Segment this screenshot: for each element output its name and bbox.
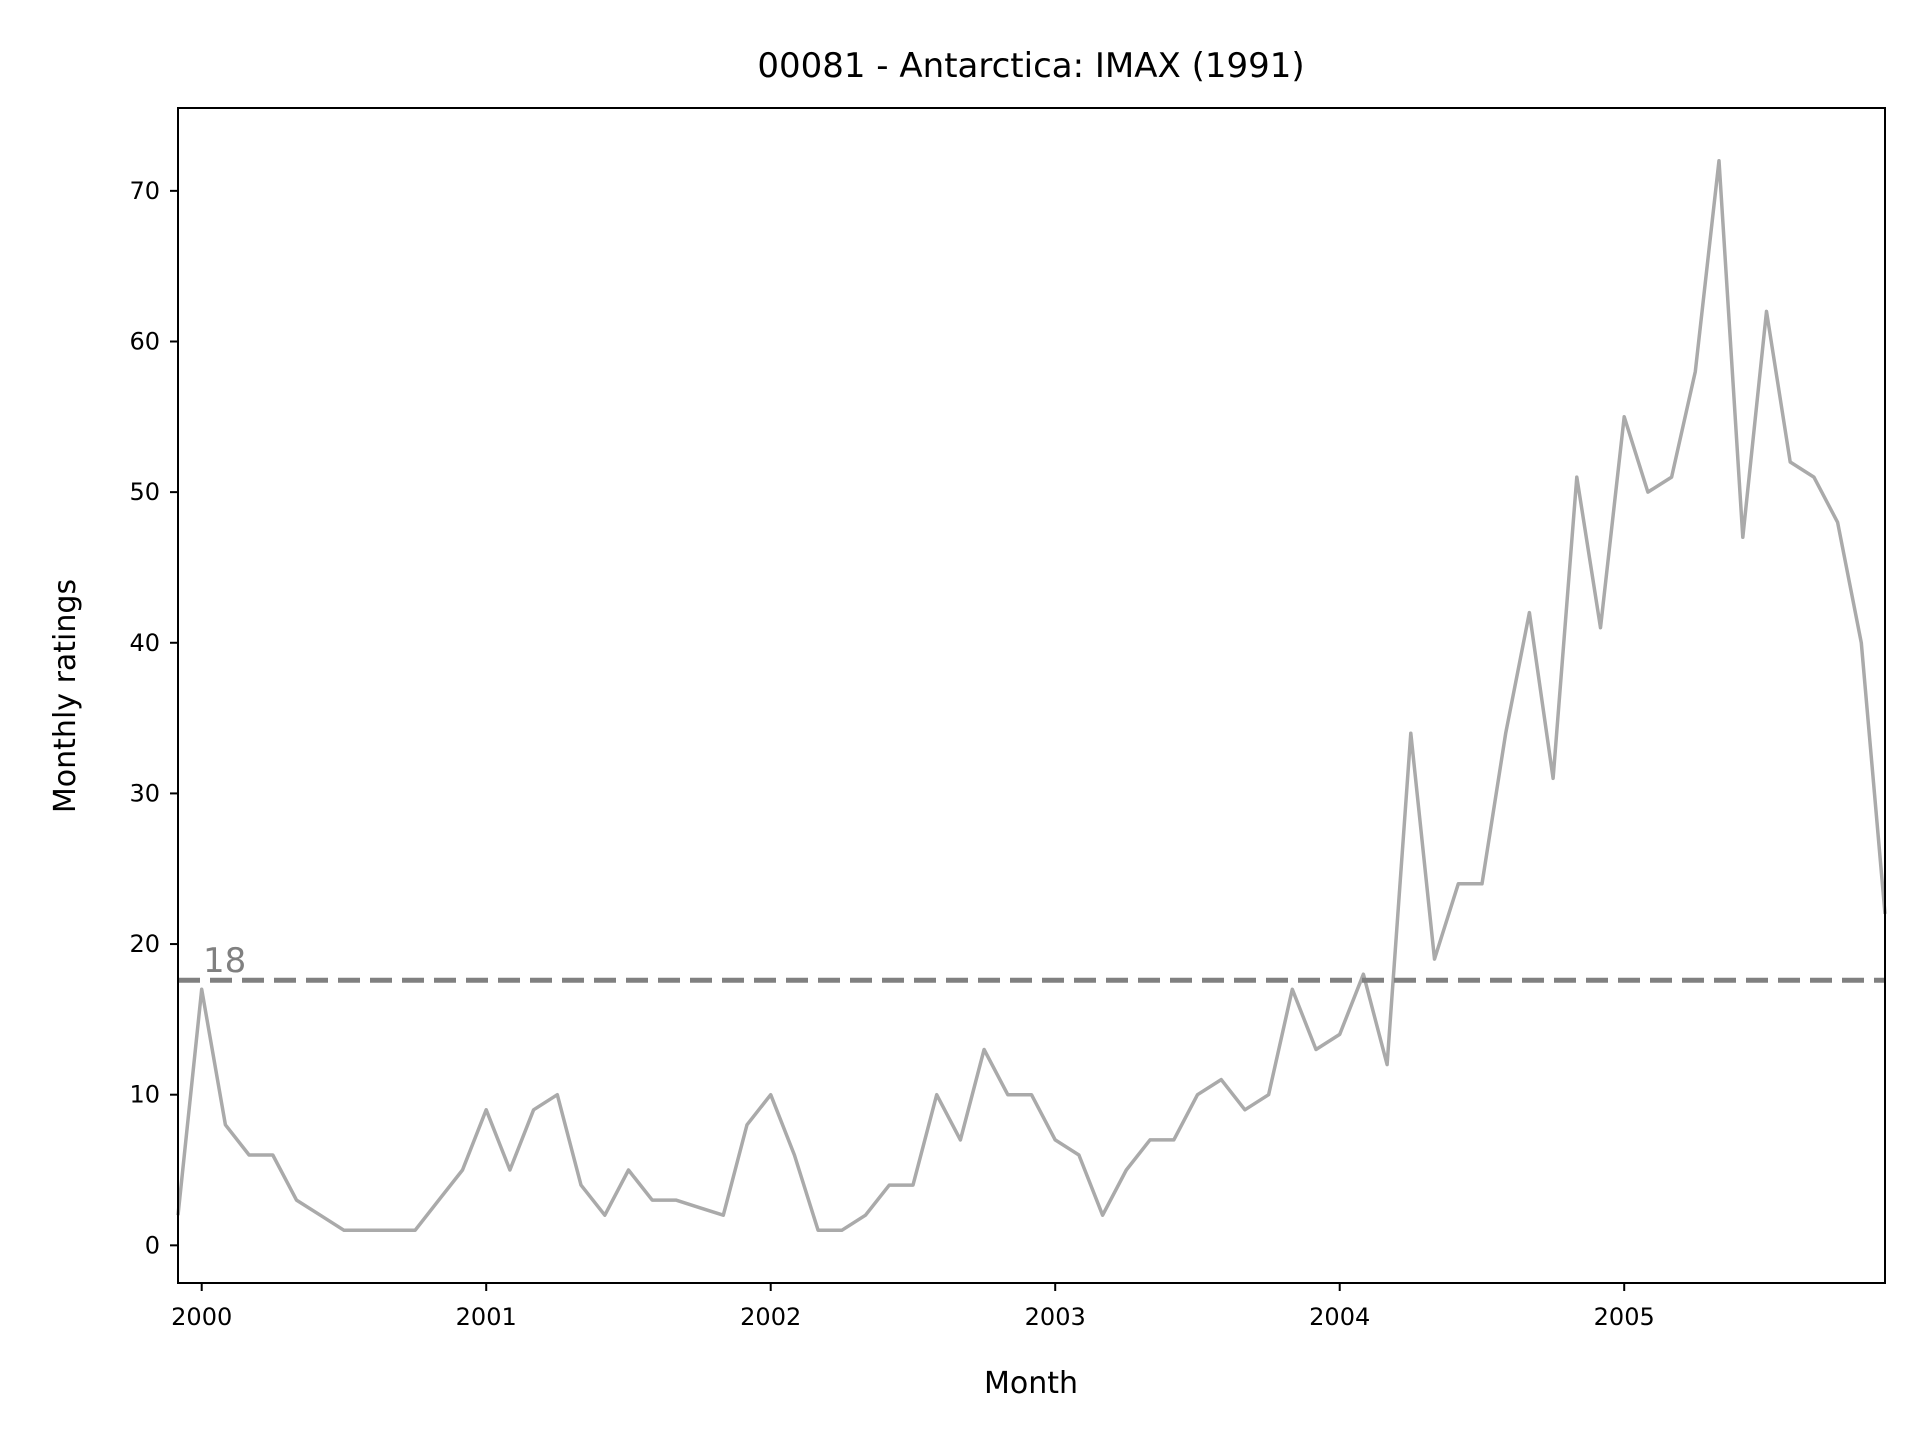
y-tick-label: 30 bbox=[129, 779, 160, 807]
plot-frame bbox=[177, 107, 1886, 1284]
reference-line-label: 18 bbox=[203, 941, 246, 981]
x-tick-label: 2004 bbox=[1309, 1303, 1370, 1331]
x-tick-label: 2002 bbox=[740, 1303, 801, 1331]
y-tick-label: 40 bbox=[129, 629, 160, 657]
x-axis-label: Month bbox=[984, 1366, 1078, 1401]
plot-area: 18 0 10 20 30 40 50 60 70 2000 2001 2002 2003 2004 200… bbox=[129, 107, 1887, 1331]
y-tick-label: 60 bbox=[129, 327, 160, 355]
x-tick-label: 2000 bbox=[171, 1303, 232, 1331]
chart-title: 00081 - Antarctica: IMAX (1991) bbox=[757, 46, 1304, 86]
y-axis-label: Monthly ratings bbox=[48, 579, 83, 813]
y-tick-label: 0 bbox=[145, 1231, 160, 1259]
x-tick-label: 2003 bbox=[1025, 1303, 1086, 1331]
y-tick-label: 70 bbox=[129, 177, 160, 205]
y-tick-label: 50 bbox=[129, 478, 160, 506]
x-tick-label: 2005 bbox=[1594, 1303, 1655, 1331]
y-tick-label: 10 bbox=[129, 1081, 160, 1109]
series-line bbox=[176, 158, 1887, 1233]
y-tick-label: 20 bbox=[129, 930, 160, 958]
x-tick-label: 2001 bbox=[456, 1303, 517, 1331]
